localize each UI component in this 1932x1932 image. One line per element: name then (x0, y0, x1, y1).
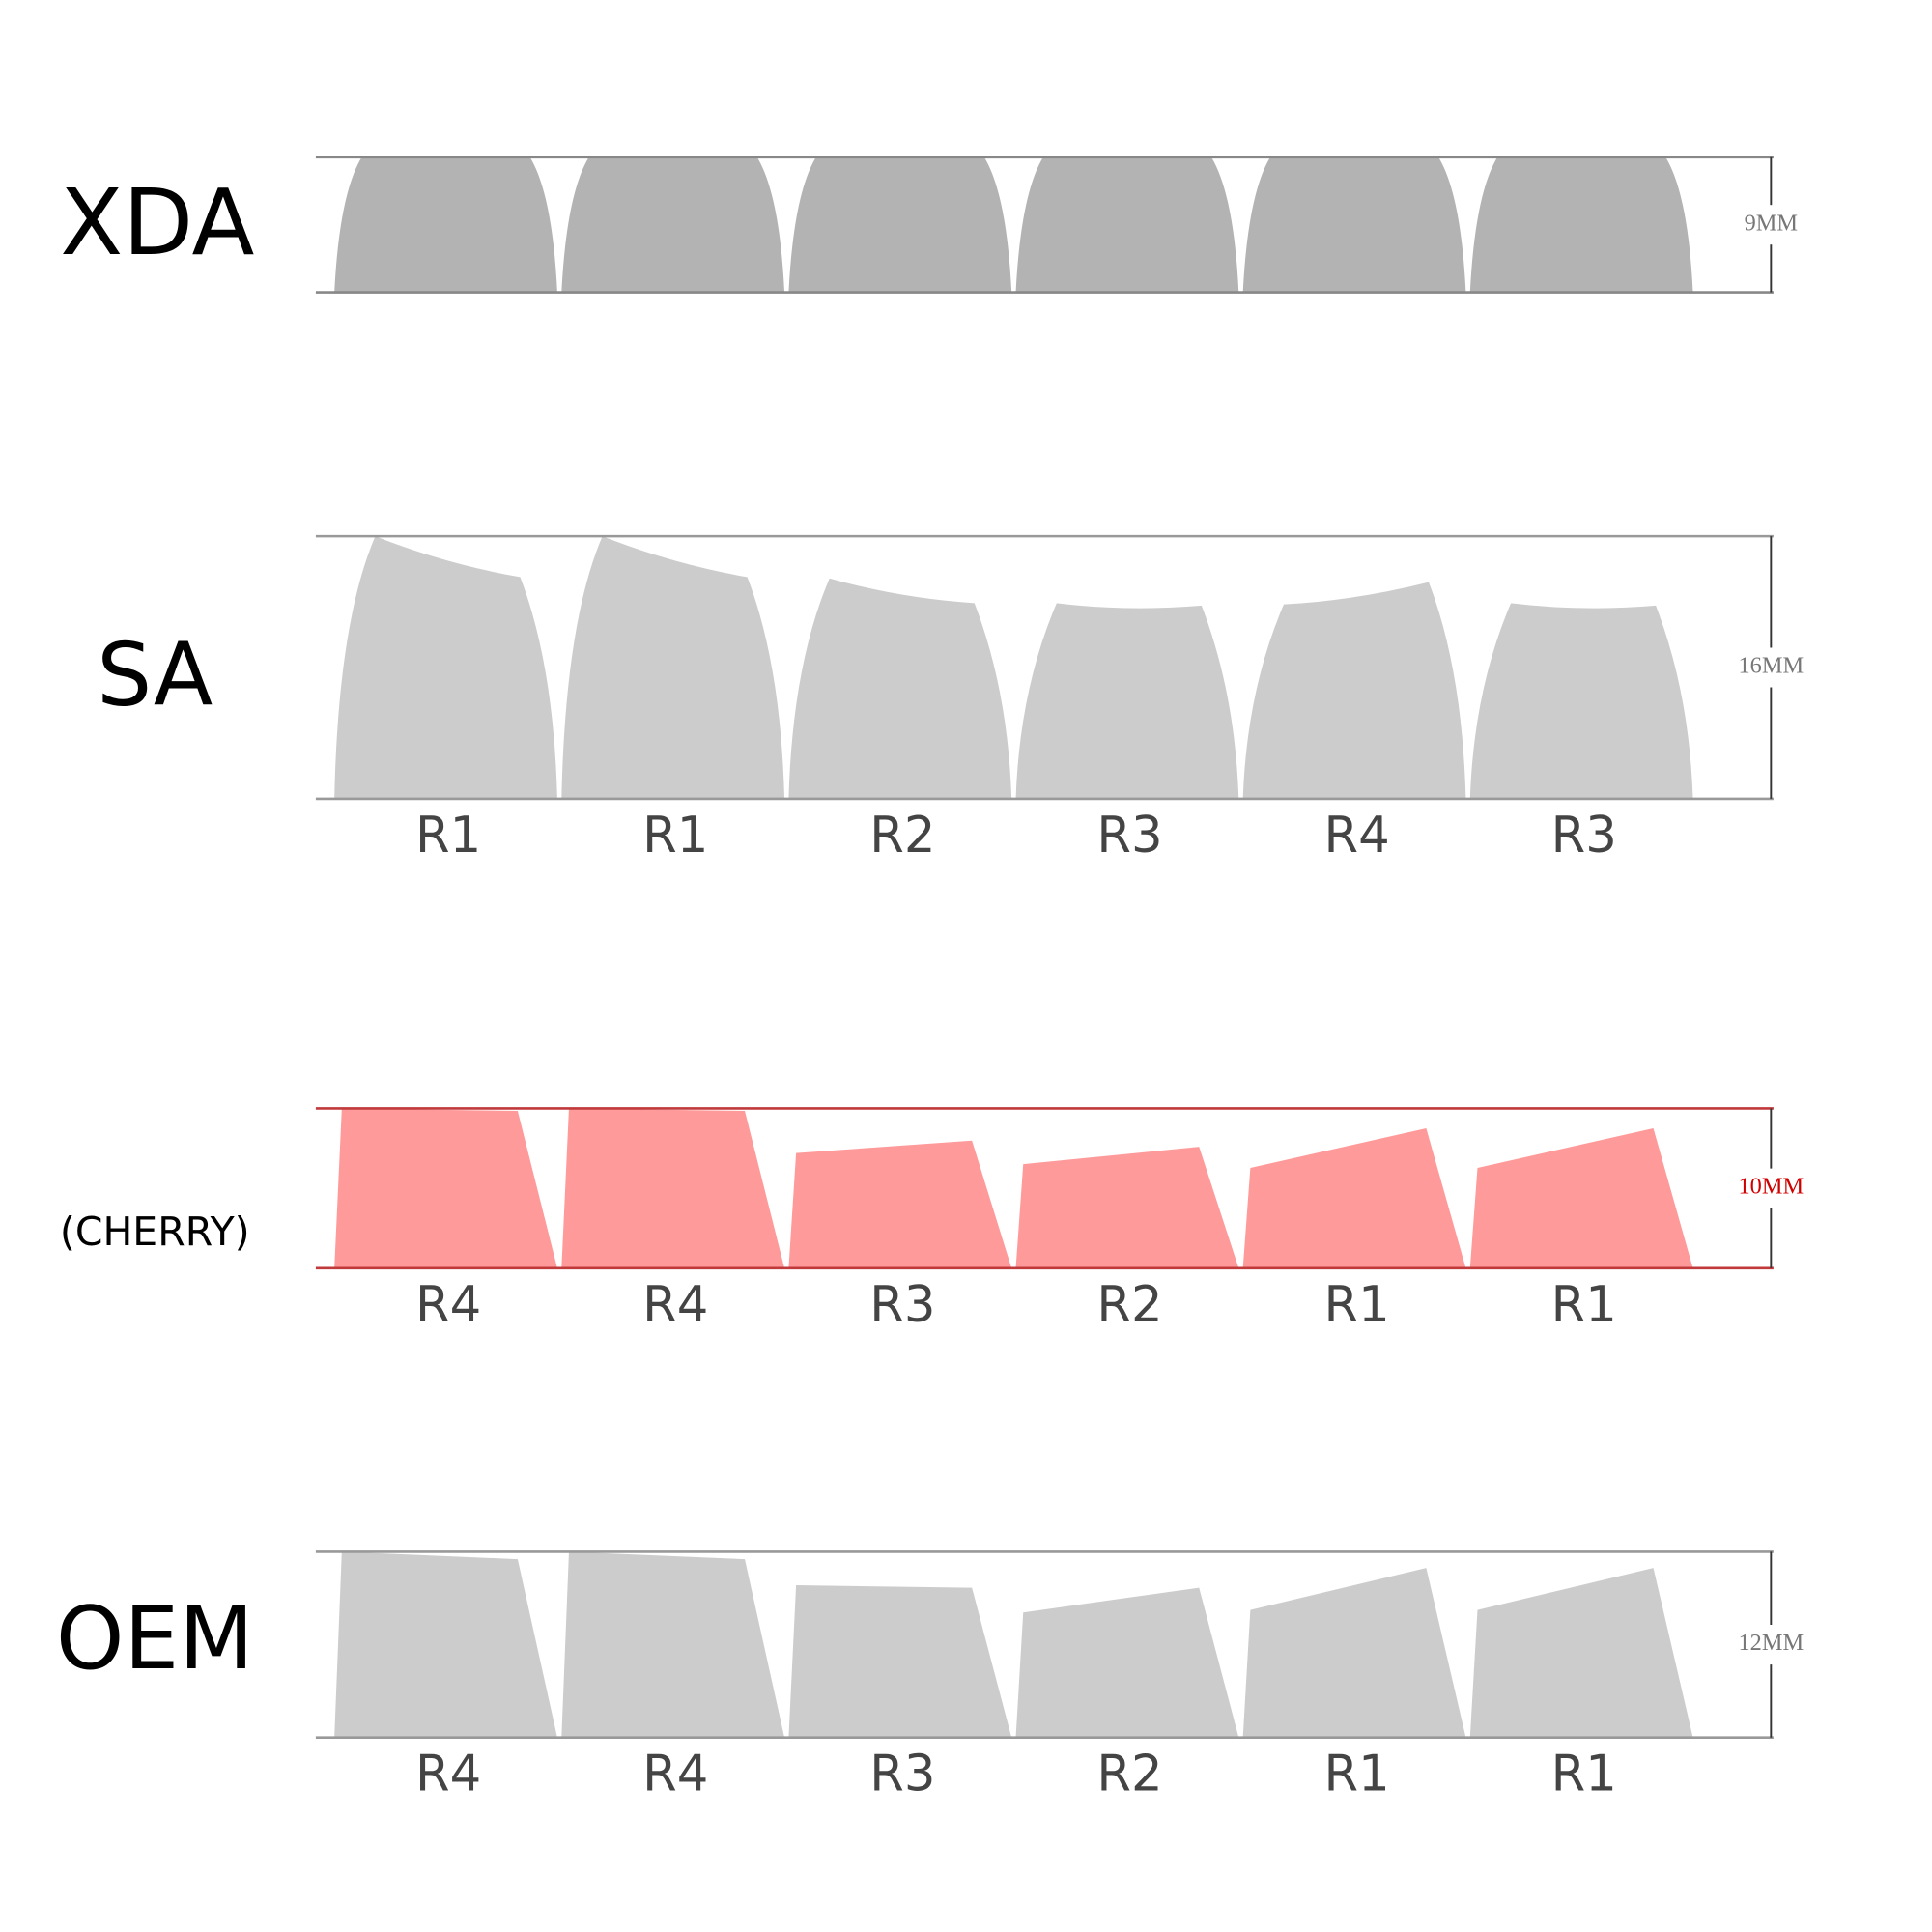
profile-name: (CHERRY) (60, 1208, 250, 1255)
keycap (561, 1551, 785, 1738)
row-label: R1 (415, 807, 481, 865)
keycap (1015, 1587, 1239, 1738)
keycap (1015, 603, 1239, 799)
row-label: R1 (1551, 1276, 1617, 1334)
row-label: R1 (1323, 1746, 1389, 1804)
keycap (1242, 1127, 1466, 1268)
keycap (334, 536, 557, 799)
row-label: R2 (869, 807, 935, 865)
row-label: R2 (1096, 1746, 1162, 1804)
row-label: R3 (869, 1276, 935, 1334)
keycap (788, 1585, 1012, 1738)
keycap (788, 1140, 1012, 1268)
height-label: 16MM (1739, 653, 1804, 679)
keycap (1242, 156, 1466, 293)
keycap (1015, 1147, 1239, 1268)
keycap (1242, 582, 1466, 799)
keycap (561, 156, 785, 293)
row-label: R3 (1096, 807, 1162, 865)
keycap (1242, 1568, 1466, 1738)
keycap (334, 156, 557, 293)
keycap (1469, 1568, 1693, 1738)
keycap (788, 578, 1012, 799)
keycap (788, 156, 1012, 293)
row-label: R4 (415, 1276, 481, 1334)
keycap (561, 536, 785, 799)
keycap (1469, 603, 1693, 799)
row-label: R1 (1323, 1276, 1389, 1334)
row-label: R1 (642, 807, 708, 865)
profile-name: XDA (60, 170, 254, 276)
keycap (1469, 1127, 1693, 1268)
row-label: R4 (1323, 807, 1389, 865)
row-label: R3 (869, 1746, 935, 1804)
profile-name: OEM (56, 1589, 254, 1690)
keycap (1015, 156, 1239, 293)
keycap (1469, 156, 1693, 293)
height-label: 9MM (1745, 210, 1798, 236)
keycap (334, 1551, 557, 1738)
keycap (334, 1108, 557, 1268)
keycap (561, 1108, 785, 1268)
row-label: R3 (1551, 807, 1617, 865)
row-label: R4 (642, 1746, 708, 1804)
height-label: 10MM (1739, 1174, 1804, 1200)
height-label: 12MM (1739, 1630, 1804, 1656)
row-label: R4 (415, 1746, 481, 1804)
row-label: R4 (642, 1276, 708, 1334)
row-label: R1 (1551, 1746, 1617, 1804)
profile-name: SA (97, 626, 213, 726)
row-label: R2 (1096, 1276, 1162, 1334)
